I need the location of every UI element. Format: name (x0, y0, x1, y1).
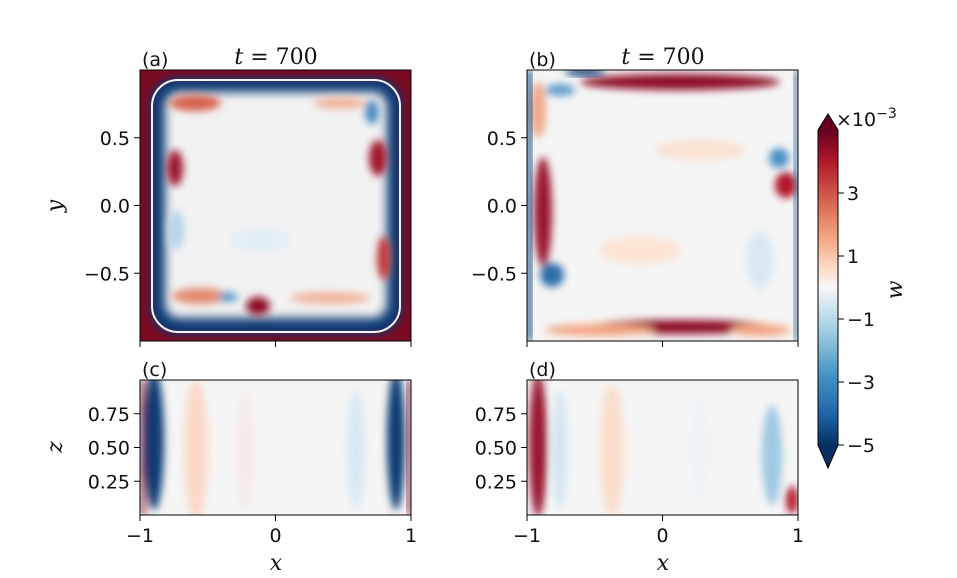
panel-c-ytick-label: 0.50 (88, 438, 130, 460)
panel-c-ytick-label: 0.25 (88, 471, 130, 493)
panel-c-ylabel: z (43, 441, 68, 454)
panel-a-ytick-label: 0.0 (100, 196, 130, 218)
panel-b-title: t = 700 (621, 45, 704, 70)
panel-label-a: (a) (142, 49, 168, 71)
panel-b (526, 69, 799, 342)
panel-c-xtick-label: 0 (269, 525, 281, 547)
panel-label-d: (d) (529, 359, 556, 381)
axis-ticks: −0.5 0.0 0.5 −0.5 0.0 0.5 0.25 0.50 0.75 −1 0 1 0.25… (84, 128, 804, 547)
colorbar-tick-label: 1 (847, 246, 859, 268)
panel-d-xtick-label: 0 (656, 525, 668, 547)
colorbar-tick-label: −5 (847, 435, 875, 457)
panel-d (526, 379, 799, 516)
colorbar-multiplier: ×10−3 (836, 106, 897, 131)
colorbar-extend-min (818, 445, 838, 468)
panel-d-ytick-label: 0.50 (475, 438, 517, 460)
panel-a-title: t = 700 (234, 45, 317, 70)
panel-c (139, 379, 412, 516)
panel-a (139, 69, 412, 342)
panel-b-ytick-label: 0.5 (487, 128, 517, 150)
panel-label-b: (b) (529, 49, 556, 71)
colorbar-tick-label: −3 (847, 372, 875, 394)
colorbar-extend-max (818, 114, 838, 130)
colorbar-ticks: −5 −3 −1 1 3 (838, 183, 875, 457)
panel-d-ytick-label: 0.25 (475, 471, 517, 493)
panel-label-c: (c) (142, 359, 167, 381)
colorbar-multiplier-base: ×10 (836, 109, 876, 131)
panel-b-ytick-label: −0.5 (471, 263, 517, 285)
panel-c-xtick-label: −1 (126, 525, 154, 547)
colorbar: −5−3−113 ×10−3 w (817, 106, 908, 470)
panel-d-ytick-label: 0.75 (475, 404, 517, 426)
panel-c-xlabel: x (270, 551, 283, 576)
colorbar-label: w (883, 280, 908, 299)
panel-d-xlabel: x (657, 551, 670, 576)
colorbar-tick-label: 3 (847, 183, 859, 205)
panel-b-field (527, 70, 798, 341)
panel-c-field (140, 380, 411, 515)
panel-c-ytick-label: 0.75 (88, 404, 130, 426)
panel-c-xtick-label: 1 (405, 525, 417, 547)
colorbar-tick-label: −1 (847, 309, 875, 331)
panel-a-title-eq: = 700 (243, 45, 317, 70)
panel-a-ylabel: y (43, 199, 68, 213)
colorbar-multiplier-exp: −3 (876, 106, 897, 122)
panel-b-title-eq: = 700 (630, 45, 704, 70)
panel-a-field (140, 70, 411, 341)
panel-d-xtick-label: −1 (513, 525, 541, 547)
panel-b-title-var: t (621, 45, 630, 70)
colorbar-outline (817, 113, 839, 470)
panel-a-title-var: t (234, 45, 243, 70)
colorbar-gradient (818, 130, 838, 445)
panel-a-ytick-label: 0.5 (100, 128, 130, 150)
panel-a-ytick-label: −0.5 (84, 263, 130, 285)
panel-b-ytick-label: 0.0 (487, 196, 517, 218)
panel-d-field (527, 380, 798, 515)
panel-d-xtick-label: 1 (792, 525, 804, 547)
